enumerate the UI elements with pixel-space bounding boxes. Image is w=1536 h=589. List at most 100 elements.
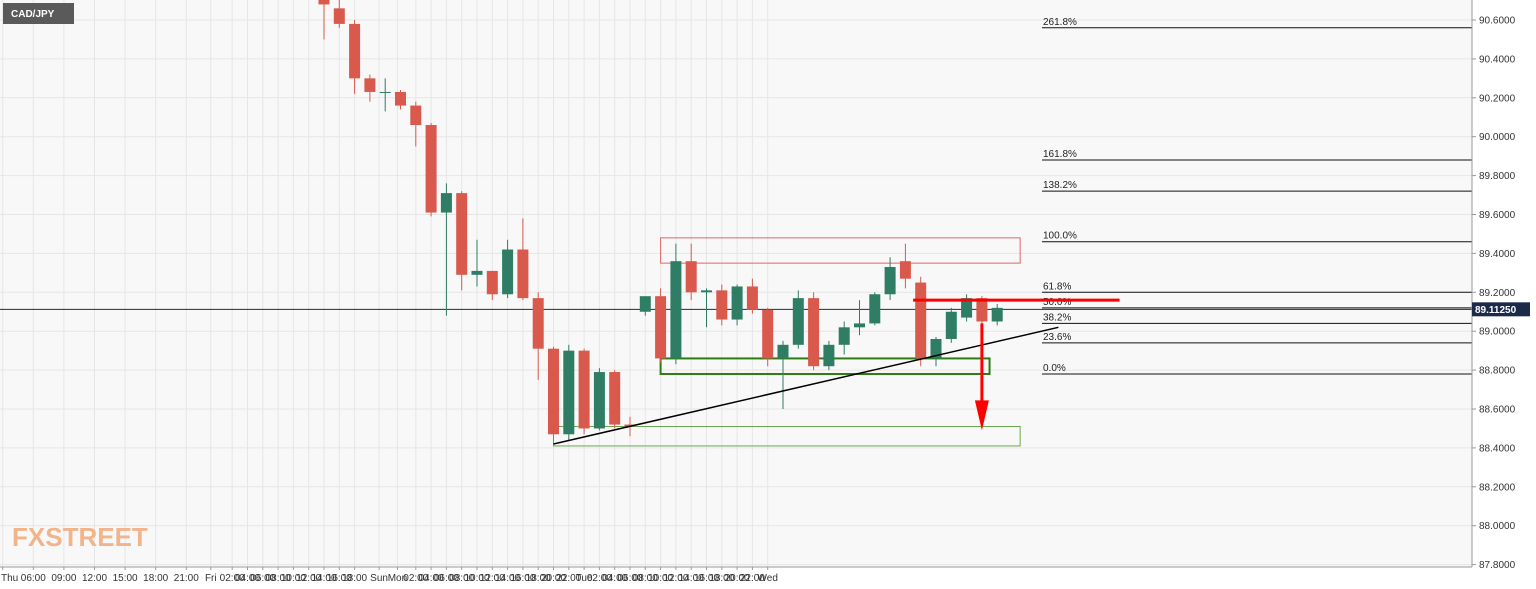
candle-body-down [364,78,376,92]
time-tick-label: 15:00 [113,573,138,584]
time-tick-label: 22:00 [740,573,765,584]
candle-body-down [410,105,422,126]
price-tick-label: 89.2000 [1479,288,1516,299]
time-tick-label: 16:00 [510,573,535,584]
price-tick-label: 88.0000 [1479,521,1516,532]
price-tick-label: 90.4000 [1479,54,1516,65]
candle-body-up [945,311,957,339]
candle-body-up [854,323,865,328]
candles [318,0,1003,445]
candle-body-up [563,350,575,435]
candle-body-down [899,261,911,279]
candle-body-up [593,372,605,429]
fib-label: 50.0% [1043,297,1071,308]
candle-body-up [731,286,743,320]
watermark-fx: FX [12,522,46,552]
candle-body-down [517,249,529,299]
candle-body-up [838,327,850,345]
time-tick-label: Sun [370,573,388,584]
price-axis-background [1472,0,1536,589]
candle-body-down [762,309,774,359]
price-tick-label: 87.8000 [1479,560,1516,571]
time-tick-label: 14:00 [311,573,336,584]
time-tick-label: 22:00 [556,573,581,584]
symbol-label: CAD/JPY [3,3,74,24]
time-tick-label: Wed [758,573,778,584]
symbol-label-background [3,3,74,24]
drawn-overlays [553,298,1120,445]
time-tick-label: 06:00 [617,573,642,584]
candle-body-up [823,344,835,367]
time-tick-label: 12:00 [480,573,505,584]
time-tick-label: 18:00 [342,573,367,584]
time-tick-label: 20:00 [541,573,566,584]
time-tick-label: 14:00 [679,573,704,584]
time-tick-label: 06:00 [21,573,46,584]
time-tick-label: 12:00 [663,573,688,584]
time-tick-label: 16:00 [694,573,719,584]
symbol-label-text: CAD/JPY [11,9,55,20]
candle-body-down [746,286,758,310]
price-tick-label: 88.4000 [1479,443,1516,454]
plot-background [0,0,1472,567]
candle-body-up [930,338,942,359]
current-price-tag [1472,302,1530,317]
time-tick-label: 04:00 [602,573,627,584]
price-axis[interactable]: 90.6000 90.4000 90.2000 90.0000 89.8000 89.60… [1471,0,1530,571]
time-tick-label: 10:00 [464,573,489,584]
fib-label: 138.2% [1043,180,1077,191]
candle-body-up [502,249,514,295]
candle-body-down [976,298,988,322]
candle-body-down [915,282,927,359]
time-tick-label: 10:00 [281,573,306,584]
time-tick-label: 18:00 [709,573,734,584]
candle-body-down [486,270,498,295]
price-tick-label: 89.0000 [1479,327,1516,338]
price-tick-label: 89.6000 [1479,210,1516,221]
resistance-zone [660,237,1021,264]
candle-body-down [808,298,820,367]
time-tick-label: 20:00 [725,573,750,584]
fib-label: 23.6% [1043,332,1071,343]
time-tick-label: 02:00 [403,573,428,584]
candle-body-up [639,296,651,312]
price-tick-label: 90.6000 [1479,16,1516,27]
price-tick-label: 89.4000 [1479,249,1516,260]
candle-body-down [548,348,559,435]
fib-label: 61.8% [1043,281,1071,292]
candle-body-up [379,91,391,93]
candle-body-up [471,270,483,275]
price-tick-label: 90.2000 [1479,93,1516,104]
candle-body-up [777,344,789,359]
candle-body-down [578,350,590,429]
time-tick-label: Thu [1,573,18,584]
time-tick-label: 12:00 [296,573,321,584]
candle-body-up [991,307,1003,322]
time-tick-label: 09:00 [51,573,76,584]
ascending-trendline [553,326,1059,445]
time-tick-label: Fri [205,573,217,584]
price-tick-label: 88.6000 [1479,405,1516,416]
time-tick-label: 12:00 [82,573,107,584]
time-tick-label: 18:00 [143,573,168,584]
candle-body-up [869,294,881,324]
price-tick-label: 88.8000 [1479,366,1516,377]
time-tick-label: Tue [576,573,593,584]
candle-body-down [425,125,437,213]
fibonacci-levels: 261.8% 161.8% 138.2% 100.0% 61.8% 50.0% 38.2% 2… [1042,17,1472,375]
fib-label: 161.8% [1043,149,1077,160]
price-tick-label: 88.2000 [1479,482,1516,493]
time-tick-label: Mon [388,573,407,584]
candle-body-down [318,0,330,5]
candle-body-down [395,91,406,106]
candle-body-down [685,261,697,293]
time-tick-label: 04:00 [419,573,444,584]
candle-body-up [440,193,452,213]
time-tick-label: 18:00 [526,573,551,584]
time-axis[interactable]: Thu 06:00 09:00 12:00 15:00 18:00 21:00 Fri 02:0… [0,566,1472,584]
candle-body-down [655,296,667,359]
candle-body-down [609,372,621,425]
candle-body-down [716,290,728,320]
fib-label: 261.8% [1043,17,1077,28]
